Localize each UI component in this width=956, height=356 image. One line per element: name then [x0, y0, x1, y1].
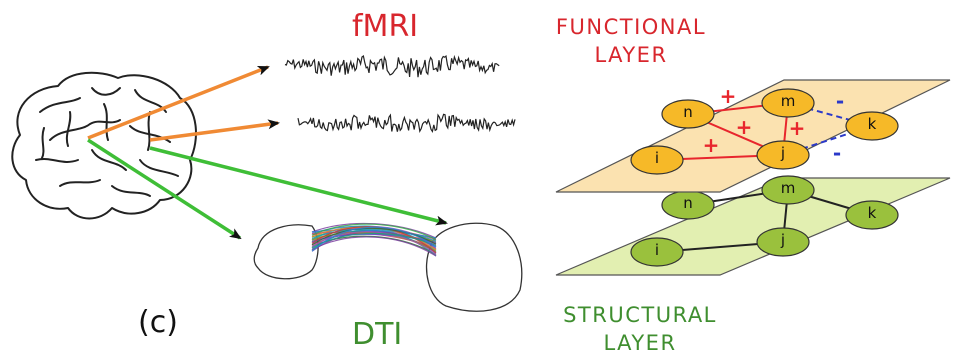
functional-node-m: m: [761, 88, 815, 118]
functional-layer-label-line2: LAYER: [594, 43, 667, 67]
svg-text:k: k: [868, 204, 877, 222]
dti-fiber: [311, 231, 437, 255]
svg-text:n: n: [683, 194, 693, 212]
functional-node-i: i: [630, 145, 684, 175]
dti-fiber: [311, 228, 437, 242]
dti-fiber: [311, 223, 437, 241]
functional-layer-label-line1: FUNCTIONAL: [556, 15, 706, 39]
structural-node-j: j: [756, 227, 810, 257]
functional-layer: + + + + - - n m k i j: [555, 79, 951, 193]
functional-node-k: k: [845, 111, 899, 141]
arrow-to-dti-2: [149, 146, 448, 226]
fmri-signal-1: [284, 54, 500, 78]
structural-layer: n m k i j: [555, 175, 951, 276]
brain-icon: [11, 71, 197, 220]
structural-node-i: i: [630, 237, 684, 267]
svg-text:m: m: [781, 92, 796, 110]
structural-layer-label-line1: STRUCTURAL: [563, 303, 717, 327]
edge-sign-n-j: +: [736, 115, 753, 139]
svg-text:i: i: [655, 149, 659, 167]
fmri-signal-2: [297, 113, 516, 134]
dti-fiber: [311, 236, 437, 257]
dti-arrows: [87, 138, 448, 240]
svg-text:m: m: [781, 179, 796, 197]
edge-sign-m-j: +: [789, 116, 806, 140]
dti-region-right: [425, 222, 523, 312]
svg-text:k: k: [868, 115, 877, 133]
dti-fiber: [311, 227, 437, 246]
arrow-to-fmri-2: [149, 119, 280, 142]
functional-node-j: j: [756, 140, 810, 170]
structural-layer-label-line2: LAYER: [603, 331, 676, 352]
functional-node-n: n: [661, 99, 715, 129]
arrow-to-dti-1: [87, 138, 242, 240]
svg-text:j: j: [780, 231, 785, 249]
svg-text:i: i: [655, 241, 659, 259]
fmri-arrows: [87, 65, 280, 142]
edge-sign-j-k: -: [833, 141, 841, 165]
structural-node-k: k: [845, 200, 899, 230]
dti-region-left: [253, 224, 319, 280]
dti-fiber-bundle: [311, 222, 437, 257]
structural-node-m: m: [761, 175, 815, 205]
panel-label: (c): [138, 305, 178, 340]
edge-sign-m-k: -: [836, 89, 844, 113]
fmri-label: fMRI: [352, 9, 418, 44]
structural-node-n: n: [661, 190, 715, 220]
dti-label: DTI: [352, 317, 402, 352]
edge-sign-i-j: +: [703, 133, 720, 157]
svg-text:n: n: [683, 103, 693, 121]
edge-sign-n-m: +: [720, 84, 737, 108]
svg-text:j: j: [780, 144, 785, 162]
arrow-to-fmri-1: [87, 65, 270, 140]
dti-fiber: [311, 226, 437, 252]
